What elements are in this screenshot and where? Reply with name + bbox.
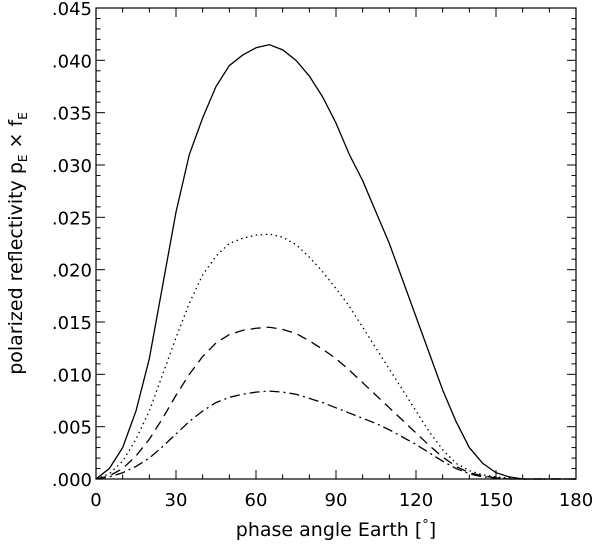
x-axis-title-unit: ° [422,518,429,533]
y-axis-title-sub2: E [16,112,30,120]
series-line-dash-dot [95,390,576,480]
y-tick-label: .035 [52,104,92,125]
y-tick-label: .040 [52,51,92,72]
x-axis-title: phase angle Earth [°] [236,518,436,541]
series-layer [95,43,576,480]
plot-frame [95,7,577,480]
y-tick-label: .030 [52,156,92,177]
x-tick-label: 150 [479,490,513,511]
series-line-solid [95,43,576,480]
y-tick-label: .015 [52,313,92,334]
y-tick-label: .000 [52,470,92,491]
x-tick-label: 0 [90,490,101,511]
tick-labels: 0 30 60 90 120 150 180 .000 .005 .010 .015 .020 .025… [52,0,593,511]
x-tick-label: 180 [559,490,593,511]
x-axis-title-close: ] [429,519,436,541]
x-tick-label: 30 [165,490,188,511]
y-axis-title-times: × f [5,119,27,155]
y-axis-title-sub1: E [16,155,30,163]
y-tick-label: .045 [52,0,92,20]
y-tick-label: .020 [52,261,92,282]
x-tick-label: 60 [245,490,268,511]
x-tick-label: 120 [399,490,433,511]
x-tick-label: 90 [325,490,348,511]
y-tick-label: .005 [52,418,92,439]
y-axis-title-text: polarized reflectivity p [5,162,27,375]
y-axis-title: polarized reflectivity pE × fE [5,112,30,375]
x-axis-title-text: phase angle Earth [ [236,519,423,541]
y-tick-label: .025 [52,208,92,229]
series-line-dashed [95,326,576,480]
y-tick-label: .010 [52,365,92,386]
